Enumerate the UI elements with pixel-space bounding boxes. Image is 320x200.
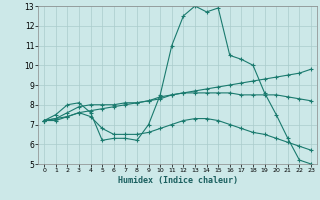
X-axis label: Humidex (Indice chaleur): Humidex (Indice chaleur) [118,176,238,185]
